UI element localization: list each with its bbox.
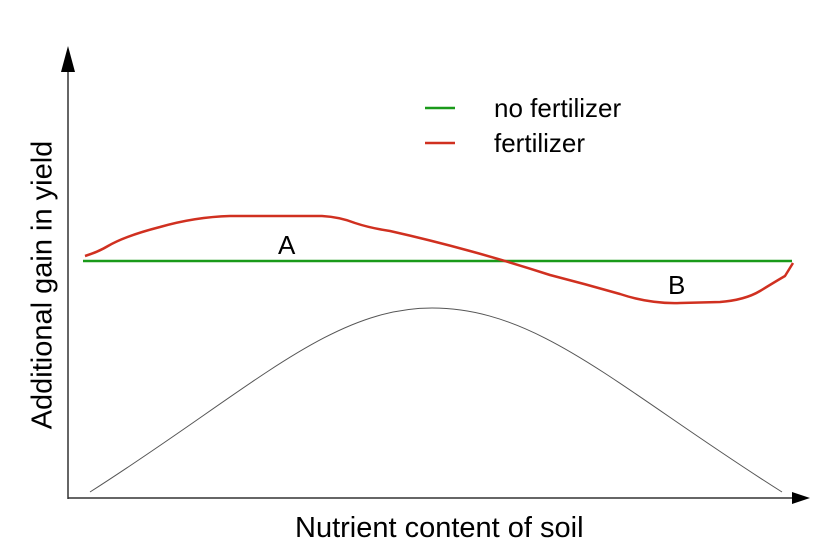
nutrient-distribution-curve — [89, 307, 783, 493]
x-axis-label: Nutrient content of soil — [295, 512, 584, 544]
legend-label-fertilizer: fertilizer — [494, 128, 586, 158]
y-axis-arrow-icon — [61, 46, 75, 72]
annotation-b: B — [668, 270, 686, 300]
annotation-a: A — [278, 230, 296, 260]
legend-label-no-fertilizer: no fertilizer — [494, 93, 622, 123]
fertilizer-curve — [84, 214, 795, 305]
x-axis-arrow-icon — [792, 492, 810, 504]
y-axis-label: Additional gain in yield — [26, 140, 59, 430]
